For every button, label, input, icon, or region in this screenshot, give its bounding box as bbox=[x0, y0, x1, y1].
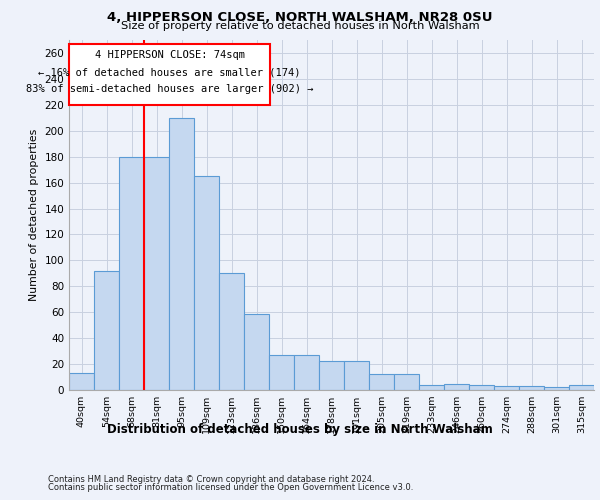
Bar bbox=[69, 373, 94, 390]
FancyBboxPatch shape bbox=[69, 44, 270, 105]
Text: Contains public sector information licensed under the Open Government Licence v3: Contains public sector information licen… bbox=[48, 484, 413, 492]
Text: Contains HM Land Registry data © Crown copyright and database right 2024.: Contains HM Land Registry data © Crown c… bbox=[48, 475, 374, 484]
Text: 4 HIPPERSON CLOSE: 74sqm: 4 HIPPERSON CLOSE: 74sqm bbox=[95, 50, 245, 60]
Bar bbox=[144, 156, 169, 390]
Bar bbox=[269, 355, 294, 390]
Bar bbox=[494, 386, 519, 390]
Text: Size of property relative to detached houses in North Walsham: Size of property relative to detached ho… bbox=[121, 21, 479, 31]
Bar bbox=[244, 314, 269, 390]
Text: 4, HIPPERSON CLOSE, NORTH WALSHAM, NR28 0SU: 4, HIPPERSON CLOSE, NORTH WALSHAM, NR28 … bbox=[107, 11, 493, 24]
Y-axis label: Number of detached properties: Number of detached properties bbox=[29, 129, 39, 301]
Text: 83% of semi-detached houses are larger (902) →: 83% of semi-detached houses are larger (… bbox=[26, 84, 313, 94]
Bar bbox=[344, 362, 369, 390]
Bar bbox=[544, 388, 569, 390]
Text: ← 16% of detached houses are smaller (174): ← 16% of detached houses are smaller (17… bbox=[38, 67, 301, 77]
Bar bbox=[419, 385, 444, 390]
Bar bbox=[444, 384, 469, 390]
Bar bbox=[194, 176, 219, 390]
Bar bbox=[319, 362, 344, 390]
Bar bbox=[219, 274, 244, 390]
Bar bbox=[294, 355, 319, 390]
Bar bbox=[519, 386, 544, 390]
Text: Distribution of detached houses by size in North Walsham: Distribution of detached houses by size … bbox=[107, 422, 493, 436]
Bar bbox=[119, 156, 144, 390]
Bar bbox=[94, 270, 119, 390]
Bar bbox=[569, 385, 594, 390]
Bar bbox=[469, 385, 494, 390]
Bar bbox=[169, 118, 194, 390]
Bar bbox=[394, 374, 419, 390]
Bar bbox=[369, 374, 394, 390]
